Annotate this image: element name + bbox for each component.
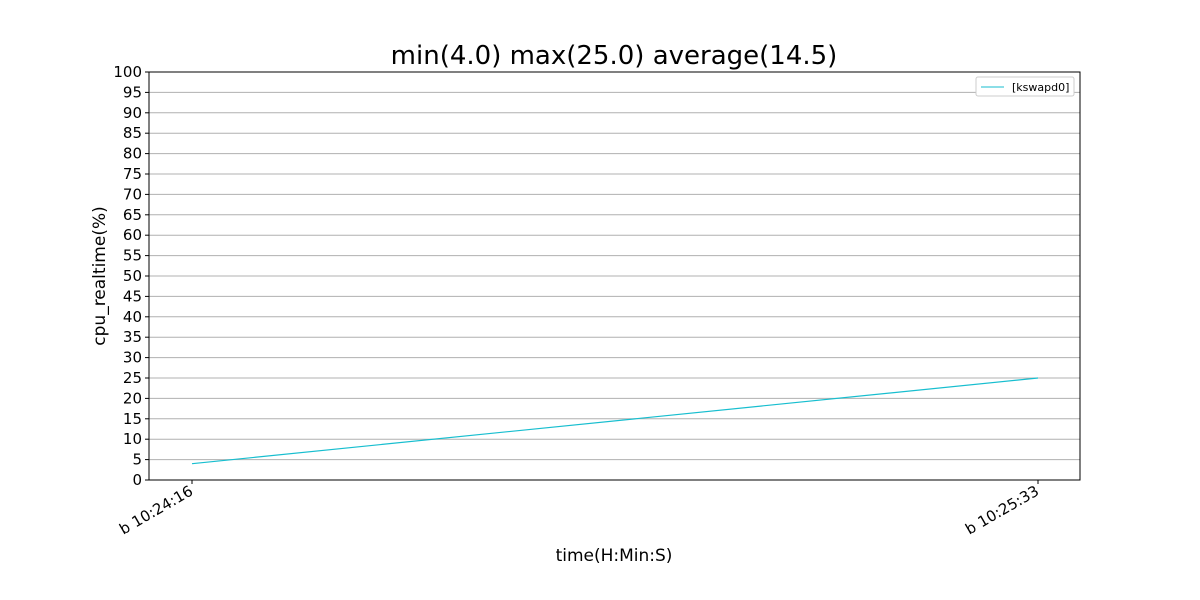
y-tick-label-80: 80 [123, 145, 142, 163]
y-tick-label-90: 90 [123, 104, 142, 122]
y-tick-label-65: 65 [123, 206, 142, 224]
y-tick-label-35: 35 [123, 328, 142, 346]
y-tick-label-20: 20 [123, 389, 142, 407]
y-tick-label-85: 85 [123, 124, 142, 142]
y-axis-ticks: 0 5 10 15 20 25 30 35 40 45 50 55 60 65 70 75 80 85 90 95 10… [113, 63, 149, 489]
grid-lines [149, 71, 1080, 481]
y-tick-label-75: 75 [123, 165, 142, 183]
chart-title: min(4.0) max(25.0) average(14.5) [391, 41, 838, 71]
legend-box [975, 76, 1075, 97]
y-tick-label-40: 40 [123, 308, 142, 326]
y-tick-label-60: 60 [123, 226, 142, 244]
y-axis-label: cpu_realtime(%) [90, 206, 110, 345]
y-tick-label-55: 55 [123, 247, 142, 265]
y-tick-label-100: 100 [113, 63, 142, 81]
plot-area-frame [148, 71, 1081, 481]
y-tick-label-70: 70 [123, 185, 142, 203]
y-tick-label-30: 30 [123, 349, 142, 367]
legend-label-kswapd0: [kswapd0] [1012, 81, 1069, 94]
y-tick-label-10: 10 [123, 430, 142, 448]
legend: [kswapd0] [975, 76, 1075, 97]
y-tick-label-15: 15 [123, 410, 142, 428]
x-axis-label: time(H:Min:S) [556, 546, 673, 566]
series-layer [191, 377, 1039, 465]
y-tick-label-95: 95 [123, 83, 142, 101]
y-tick-label-5: 5 [132, 451, 142, 469]
y-tick-label-25: 25 [123, 369, 142, 387]
y-tick-label-50: 50 [123, 267, 142, 285]
y-tick-label-45: 45 [123, 287, 142, 305]
series-line-0 [191, 377, 1039, 465]
y-tick-label-0: 0 [132, 471, 142, 489]
